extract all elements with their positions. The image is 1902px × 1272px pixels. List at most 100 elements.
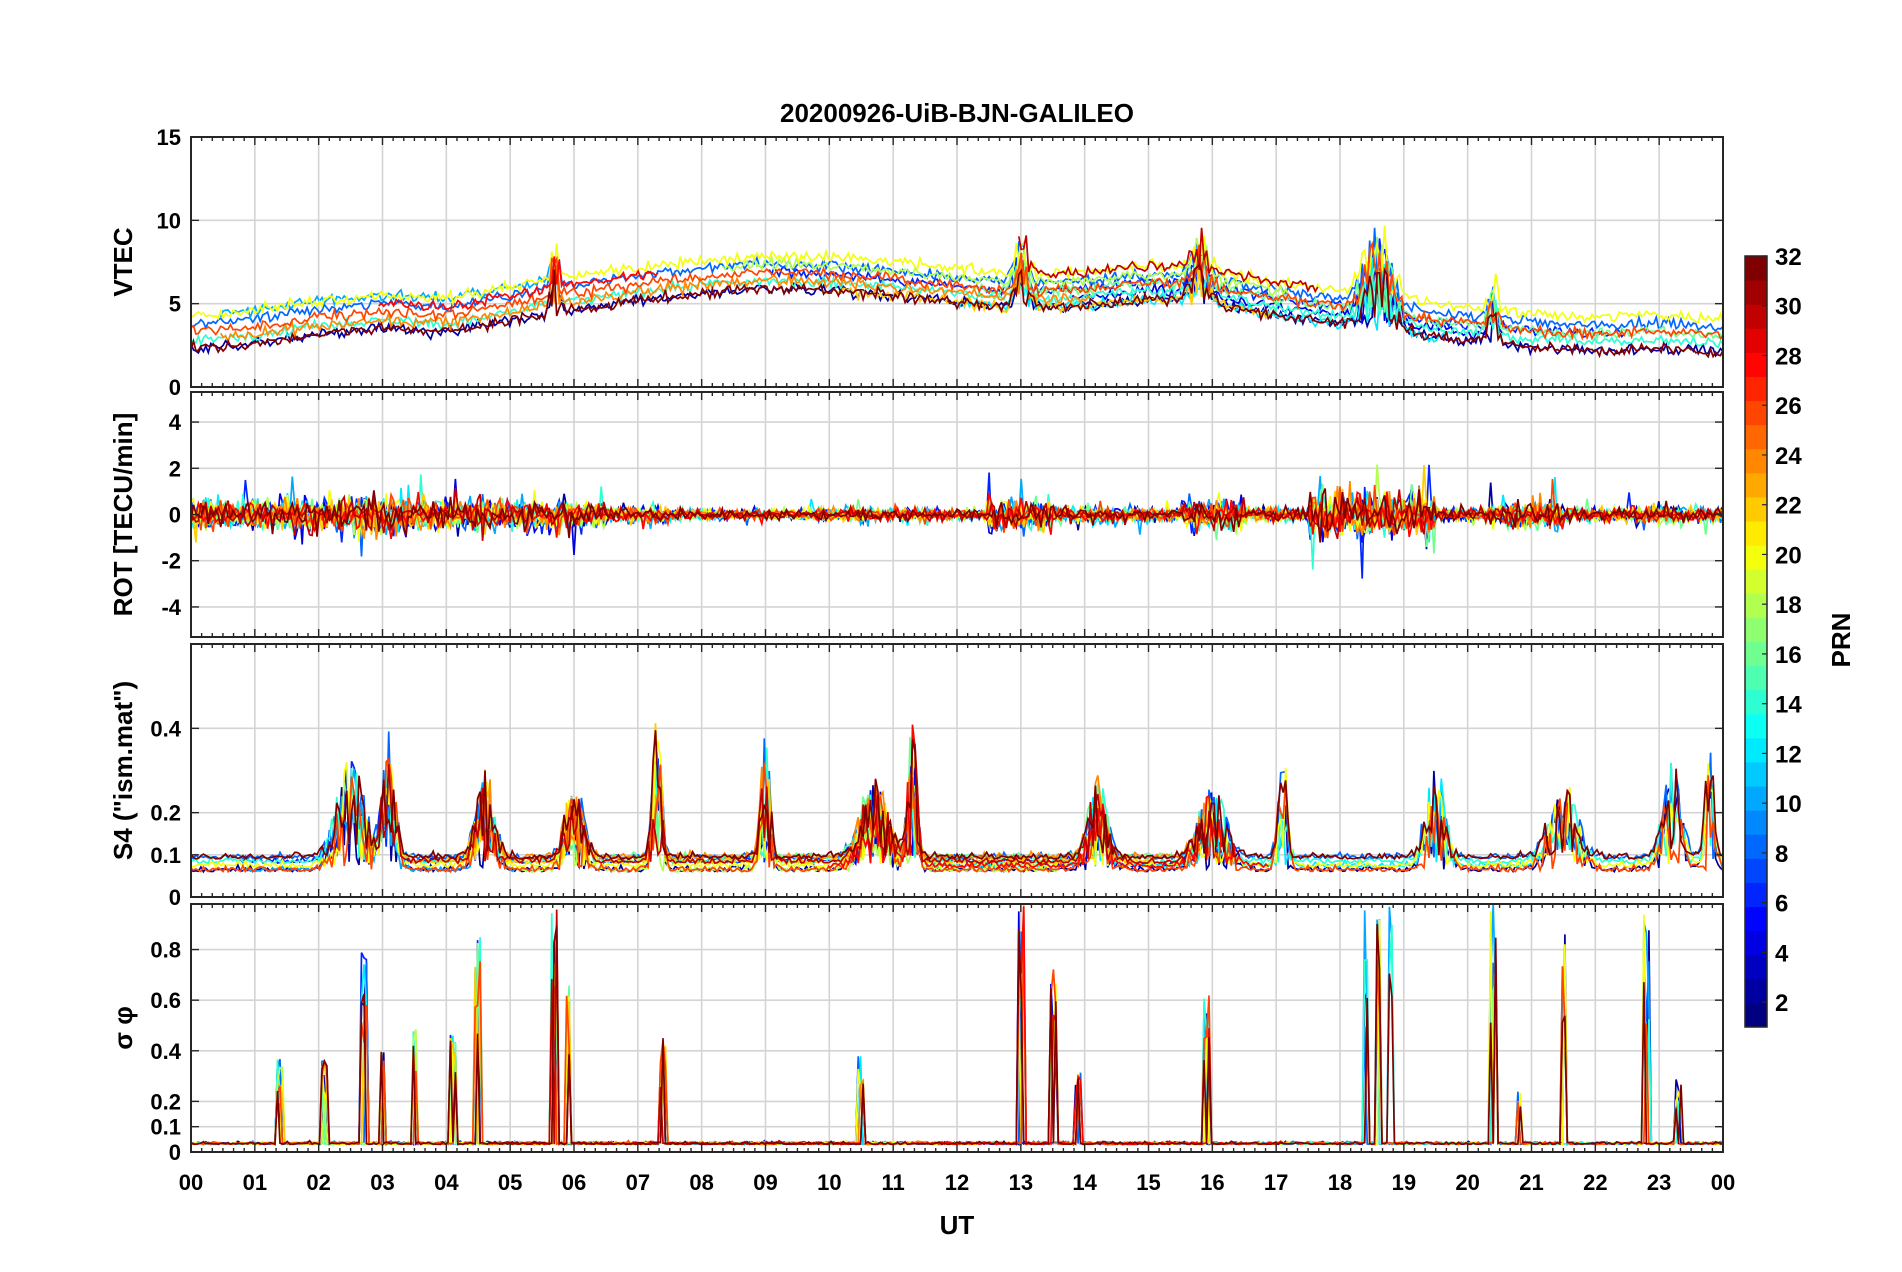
colorbar-segment xyxy=(1745,737,1767,763)
y-tick-label: 0 xyxy=(169,885,181,910)
y-tick-label: 0.8 xyxy=(150,938,181,963)
y-tick-label: 15 xyxy=(157,125,181,150)
x-tick-label: 23 xyxy=(1647,1170,1671,1195)
colorbar-tick-label: 16 xyxy=(1775,642,1802,669)
colorbar-segment xyxy=(1745,593,1767,618)
colorbar-segment xyxy=(1745,930,1767,956)
series-prn-24 xyxy=(219,260,1091,344)
y-tick-label: 2 xyxy=(169,456,181,481)
y-tick-label: 0 xyxy=(169,375,181,400)
colorbar-segment xyxy=(1745,641,1767,667)
y-axis-label: S4 ("ism.mat") xyxy=(108,681,138,860)
colorbar-tick-label: 12 xyxy=(1775,741,1802,768)
colorbar-segment xyxy=(1745,472,1767,498)
y-tick-label: -4 xyxy=(161,595,181,620)
y-tick-label: 0.1 xyxy=(150,843,181,868)
colorbar-segment xyxy=(1745,761,1767,787)
series-prn-32 xyxy=(191,262,1723,359)
x-tick-label: 10 xyxy=(817,1170,841,1195)
y-tick-label: 0.6 xyxy=(150,988,181,1013)
colorbar-tick-label: 24 xyxy=(1775,443,1802,470)
series-prn-26 xyxy=(191,240,1723,341)
colorbar-segment xyxy=(1745,424,1767,450)
colorbar-segment xyxy=(1745,304,1767,329)
colorbar-tick-label: 4 xyxy=(1775,940,1789,967)
y-axis-label: σ φ xyxy=(108,1006,138,1050)
x-tick-label: 05 xyxy=(498,1170,522,1195)
colorbar-segment xyxy=(1745,1002,1767,1028)
colorbar-segment xyxy=(1745,280,1767,305)
series-prn-10 xyxy=(219,259,553,321)
x-tick-label: 18 xyxy=(1328,1170,1352,1195)
y-tick-label: 0 xyxy=(169,1140,181,1165)
colorbar-segment xyxy=(1745,376,1767,402)
x-tick-label: 00 xyxy=(179,1170,203,1195)
colorbar-segment xyxy=(1745,810,1767,835)
colorbar-segment xyxy=(1745,906,1767,932)
colorbar-segment xyxy=(1745,786,1767,811)
series-prn-30 xyxy=(1017,227,1319,294)
x-tick-label: 02 xyxy=(306,1170,330,1195)
series-prn-26 xyxy=(191,757,1723,874)
x-tick-label: 04 xyxy=(434,1170,459,1195)
series-prn-8 xyxy=(191,727,1723,862)
colorbar-tick-label: 20 xyxy=(1775,542,1802,569)
panel-4: 00.10.2 0.4 0.6 0.8 σ φ xyxy=(108,903,1724,1165)
colorbar-segment xyxy=(1745,689,1767,715)
panel-2: -4 -2 0 2 4 ROT [TECU/min] xyxy=(108,391,1724,638)
x-tick-label: 13 xyxy=(1009,1170,1033,1195)
series-prn-18 xyxy=(721,237,1289,298)
colorbar-segment xyxy=(1745,834,1767,859)
x-tick-label: 08 xyxy=(689,1170,713,1195)
series-prn-28 xyxy=(378,256,659,312)
colorbar-tick-label: 8 xyxy=(1775,841,1788,868)
colorbar-segment xyxy=(1745,858,1767,883)
colorbar-segment xyxy=(1745,400,1767,426)
series-prn-30 xyxy=(375,739,1215,866)
colorbar-segment xyxy=(1745,545,1767,570)
x-tick-label: 14 xyxy=(1072,1170,1097,1195)
series-group xyxy=(191,723,1723,874)
x-axis-label: UT xyxy=(940,1210,975,1240)
colorbar-tick-label: 14 xyxy=(1775,692,1802,719)
x-tick-label: 20 xyxy=(1455,1170,1479,1195)
colorbar-segment xyxy=(1745,448,1767,474)
x-tick-label: 01 xyxy=(243,1170,267,1195)
colorbar-frame xyxy=(1744,255,1768,1028)
chart-title: 20200926-UiB-BJN-GALILEO xyxy=(780,98,1134,128)
series-group xyxy=(191,225,1723,359)
colorbar-segment xyxy=(1745,256,1767,281)
x-tick-label: 15 xyxy=(1136,1170,1160,1195)
colorbar-segment xyxy=(1745,617,1767,642)
x-tick-label: 19 xyxy=(1392,1170,1416,1195)
colorbar-tick-label: 10 xyxy=(1775,791,1802,818)
y-tick-label: 0.2 xyxy=(150,801,181,826)
x-tick-label: 21 xyxy=(1519,1170,1543,1195)
colorbar-segment xyxy=(1745,352,1767,377)
colorbar-tick-label: 6 xyxy=(1775,891,1788,918)
series-prn-32 xyxy=(191,488,1723,543)
colorbar-tick-label: 28 xyxy=(1775,343,1802,370)
colorbar-segment xyxy=(1745,328,1767,353)
x-tick-label: 06 xyxy=(562,1170,586,1195)
y-tick-label: 0.4 xyxy=(150,1039,181,1064)
y-tick-label: 0.2 xyxy=(150,1089,181,1114)
x-tick-label: 11 xyxy=(882,1170,905,1195)
colorbar-tick-label: 22 xyxy=(1775,493,1802,520)
x-tick-label: 22 xyxy=(1583,1170,1607,1195)
colorbar-segment xyxy=(1745,882,1767,908)
y-tick-label: 10 xyxy=(157,208,181,233)
x-tick-label: 03 xyxy=(370,1170,394,1195)
series-prn-32 xyxy=(191,923,1723,1146)
y-tick-label: 4 xyxy=(169,410,182,435)
x-tick-label: 17 xyxy=(1264,1170,1288,1195)
colorbar-segment xyxy=(1745,496,1767,522)
x-tick-label: 12 xyxy=(945,1170,969,1195)
x-tick-label: 00 xyxy=(1711,1170,1735,1195)
y-tick-label: 0 xyxy=(169,503,181,528)
x-tick-label: 07 xyxy=(626,1170,650,1195)
x-tick-label: 16 xyxy=(1200,1170,1224,1195)
y-tick-label: 0.4 xyxy=(150,716,181,741)
